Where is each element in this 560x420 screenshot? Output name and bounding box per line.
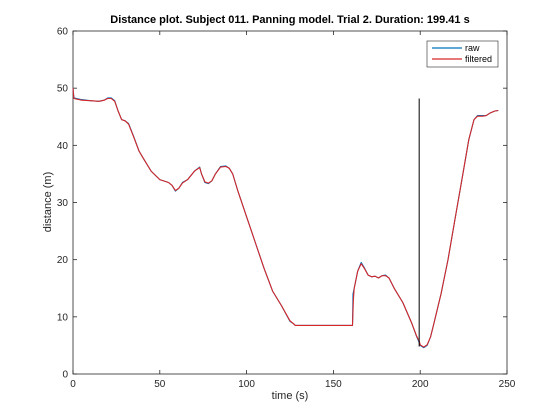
- x-tick-label: 100: [238, 379, 255, 390]
- series-line-filtered: [72, 88, 499, 348]
- y-tick-label: 20: [57, 255, 69, 266]
- legend-box: [426, 40, 499, 68]
- legend-label-filtered: filtered: [465, 54, 492, 64]
- axes-box: [72, 30, 508, 375]
- x-tick-label: 0: [70, 379, 76, 390]
- y-tick-label: 60: [57, 27, 69, 38]
- series-layer: [72, 88, 499, 349]
- x-axis-label: time (s): [272, 390, 309, 402]
- legend: raw filtered: [426, 40, 499, 68]
- x-tick-label: 200: [412, 379, 429, 390]
- chart-title: Distance plot. Subject 011. Panning mode…: [110, 14, 469, 26]
- y-axis-label: distance (m): [42, 172, 54, 233]
- y-tick-label: 10: [57, 312, 69, 323]
- y-tick-label: 0: [62, 370, 68, 381]
- y-tick-label: 50: [57, 84, 69, 95]
- ticks-layer: 0 50 100 150 200 250 0 10 20 30 40 50 60: [57, 27, 516, 391]
- x-tick-label: 50: [154, 379, 166, 390]
- x-tick-label: 150: [325, 379, 342, 390]
- y-tick-label: 40: [57, 141, 69, 152]
- legend-label-raw: raw: [465, 43, 480, 53]
- y-tick-label: 30: [57, 198, 69, 209]
- x-tick-label: 250: [499, 379, 516, 390]
